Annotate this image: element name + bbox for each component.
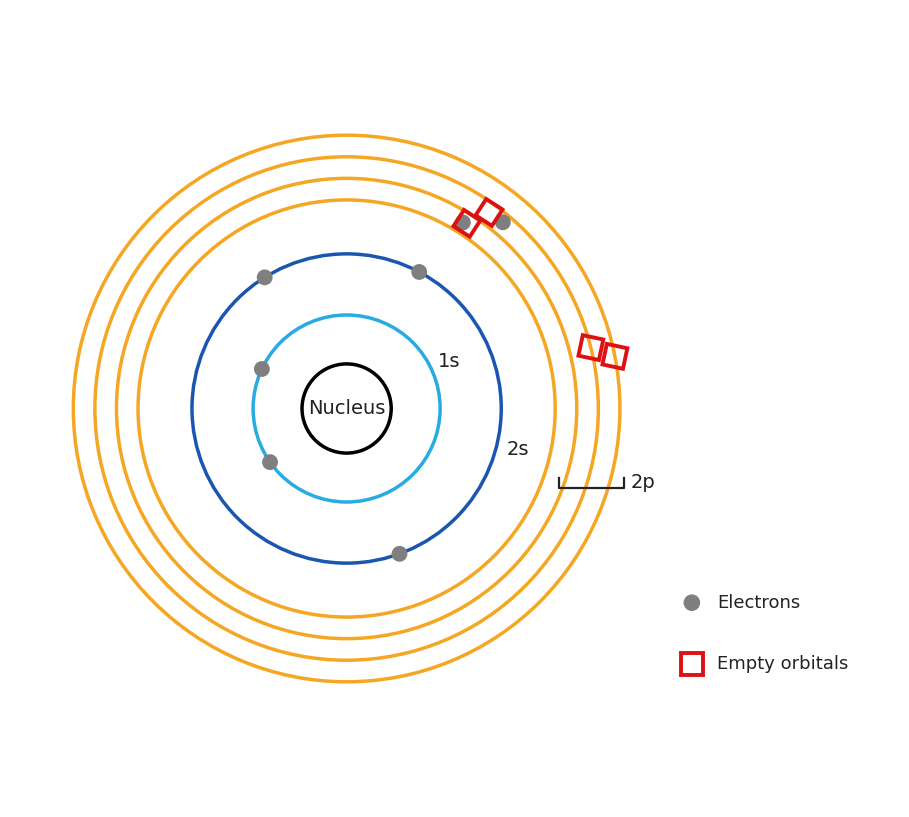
Point	[495, 216, 510, 229]
Text: Electrons: Electrons	[717, 594, 800, 612]
Point	[412, 266, 426, 279]
Point	[392, 547, 406, 560]
Point	[255, 363, 269, 376]
Point	[257, 270, 272, 283]
Text: 2s: 2s	[506, 440, 529, 459]
Text: Empty orbitals: Empty orbitals	[717, 654, 848, 673]
Text: Nucleus: Nucleus	[308, 399, 385, 418]
Point	[684, 596, 699, 609]
Text: 1s: 1s	[438, 351, 460, 370]
Text: 2p: 2p	[631, 473, 655, 492]
Point	[263, 456, 277, 469]
Point	[455, 216, 470, 229]
